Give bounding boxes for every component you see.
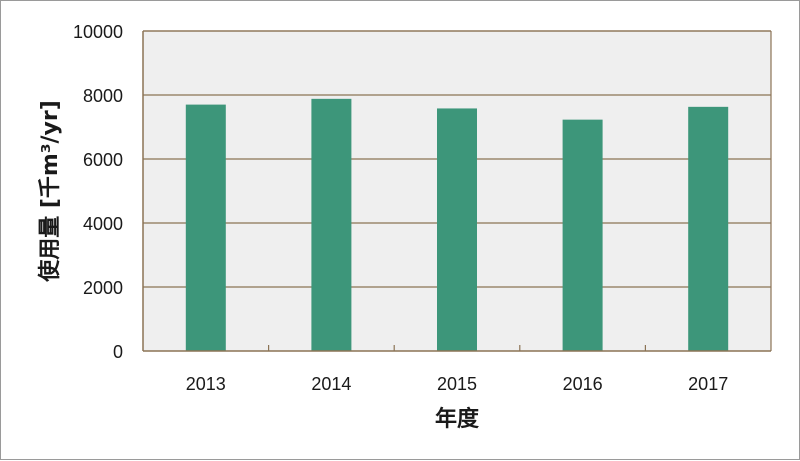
bar-2016 [562, 119, 603, 351]
y-tick-labels: 0 2000 4000 6000 8000 10000 [73, 22, 123, 362]
x-tick-label: 2016 [563, 374, 603, 394]
y-axis-title: 使用量 [千m³/yr] [38, 100, 63, 283]
bar-2014 [311, 98, 352, 351]
bar-2015 [437, 108, 477, 351]
y-tick-label: 10000 [73, 22, 123, 42]
y-tick-label: 6000 [83, 150, 123, 170]
bar-2017 [688, 106, 729, 351]
bars [185, 98, 729, 351]
x-tick-label: 2014 [311, 374, 351, 394]
y-tick-label: 8000 [83, 86, 123, 106]
y-tick-label: 2000 [83, 278, 123, 298]
x-tick-labels: 2013 2014 2015 2016 2017 [186, 374, 728, 394]
x-tick-label: 2013 [186, 374, 226, 394]
axes [142, 30, 772, 352]
x-tick-label: 2017 [688, 374, 728, 394]
x-axis-title: 年度 [435, 406, 480, 432]
y-tick-label: 0 [113, 342, 123, 362]
x-tick-label: 2015 [437, 374, 477, 394]
bar-2013 [185, 104, 226, 351]
y-tick-label: 4000 [83, 214, 123, 234]
